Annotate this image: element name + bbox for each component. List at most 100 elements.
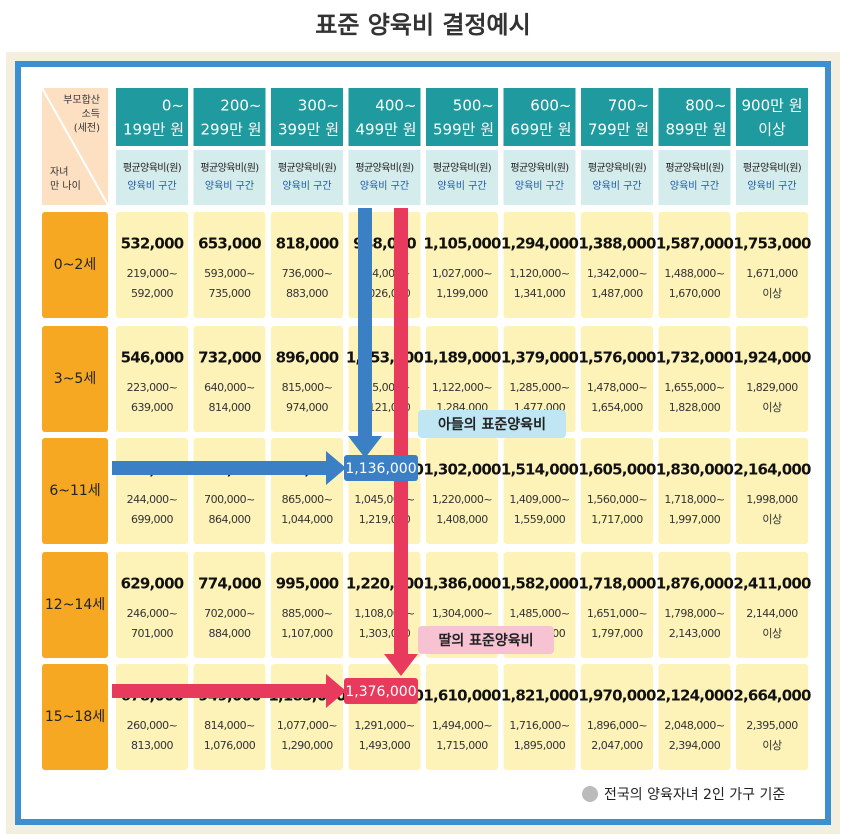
corner-top: (세전)	[74, 122, 100, 134]
corner-bottom: 자녀	[50, 166, 68, 178]
corner-top: 부모합산	[63, 94, 100, 106]
daughter-highlight	[344, 678, 418, 704]
average: 532,000	[121, 235, 184, 253]
average: 2,164,000	[733, 461, 811, 479]
range-high: 2,143,000	[669, 627, 721, 640]
column-subheader	[503, 150, 576, 205]
range-low: 814,000~	[204, 719, 255, 732]
range-low: 1,478,000~	[587, 381, 647, 394]
daughter-arrow-head	[384, 654, 418, 676]
range-low: 1,077,000~	[277, 719, 337, 732]
average: 1,876,000	[656, 575, 734, 593]
range-high: 이상	[762, 739, 782, 752]
cell	[193, 438, 266, 544]
range-low: 1,027,000~	[432, 267, 492, 280]
cell	[193, 664, 266, 770]
range-high: 이상	[762, 513, 782, 526]
average: 1,605,000	[578, 461, 656, 479]
range-high: 1,341,000	[514, 287, 566, 300]
average: 1,924,000	[733, 349, 811, 367]
range-high: 1,717,000	[591, 513, 643, 526]
range-low: 1,409,000~	[509, 493, 569, 506]
range-high: 2,394,000	[669, 739, 721, 752]
average: 546,000	[121, 349, 184, 367]
cell	[426, 212, 498, 318]
column-label: 800~	[685, 97, 726, 115]
pen-icon	[582, 786, 598, 802]
range-low: 1,560,000~	[587, 493, 647, 506]
average: 2,411,000	[733, 575, 811, 593]
average: 653,000	[198, 235, 261, 253]
sub-label: 평균양육비(원)	[123, 162, 182, 174]
range-low: 1,671,000	[746, 267, 798, 280]
sub-label: 양육비 구간	[127, 180, 176, 192]
range-low: 260,000~	[127, 719, 178, 732]
column-header	[581, 88, 653, 146]
cell	[116, 326, 188, 432]
average: 1,189,000	[423, 349, 501, 367]
range-high: 884,000	[209, 627, 251, 640]
cell	[426, 664, 498, 770]
range-high: 이상	[762, 287, 782, 300]
cell	[426, 438, 498, 544]
row-header	[42, 212, 108, 318]
average: 1,105,000	[423, 235, 501, 253]
average: 1,753,000	[733, 235, 811, 253]
sub-label: 평균양육비(원)	[200, 162, 259, 174]
cell	[348, 438, 421, 544]
cell	[581, 326, 653, 432]
range-low: 1,998,000	[746, 493, 798, 506]
son-arrow-head	[326, 451, 346, 485]
column-label: 300~	[298, 97, 339, 115]
row-label: 3~5세	[54, 371, 96, 387]
column-header	[426, 88, 498, 146]
average: 2,124,000	[656, 687, 734, 705]
range-high: 735,000	[209, 287, 251, 300]
average: 629,000	[121, 575, 184, 593]
range-low: 640,000~	[204, 381, 255, 394]
range-low: 246,000~	[127, 607, 178, 620]
cell	[193, 326, 266, 432]
cell	[736, 664, 808, 770]
range-low: 1,485,000~	[509, 607, 569, 620]
average: 1,970,000	[578, 687, 656, 705]
son-arrow	[358, 208, 372, 438]
column-subheader	[581, 150, 653, 205]
cell	[503, 212, 576, 318]
range-low: 815,000~	[282, 381, 333, 394]
column-subheader	[271, 150, 343, 205]
footnote: 전국의 양육자녀 2인 가구 기준	[604, 787, 785, 803]
column-header	[271, 88, 343, 146]
cell	[116, 212, 188, 318]
range-high: 813,000	[131, 739, 173, 752]
range-high: 1,997,000	[669, 513, 721, 526]
column-label: 900만 원	[742, 97, 803, 115]
cell	[581, 552, 653, 658]
sub-label: 양육비 구간	[360, 180, 409, 192]
range-high: 1,290,000	[281, 739, 333, 752]
sub-label: 양육비 구간	[747, 180, 796, 192]
range-high: 864,000	[209, 513, 251, 526]
column-subheader	[193, 150, 266, 205]
range-high: 883,000	[286, 287, 328, 300]
column-subheader	[658, 150, 731, 205]
corner-bottom: 만 나이	[50, 180, 81, 192]
daughter-arrow	[394, 208, 408, 656]
range-low: 1,291,000~	[354, 719, 414, 732]
cell	[503, 664, 576, 770]
column-header	[193, 88, 266, 146]
range-low: 1,718,000~	[664, 493, 724, 506]
average: 1,386,000	[423, 575, 501, 593]
average: 1,220,000	[346, 575, 424, 593]
cell	[348, 552, 421, 658]
cell	[581, 664, 653, 770]
average: 995,000	[276, 575, 339, 593]
corner-divider	[41, 87, 109, 206]
row-header	[42, 664, 108, 770]
range-high: 1,107,000	[281, 627, 333, 640]
column-label: 200~	[220, 97, 261, 115]
son-arrow-head	[348, 436, 382, 458]
average: 1,582,000	[501, 575, 579, 593]
range-high: 2,047,000	[591, 739, 643, 752]
average: 1,294,000	[501, 235, 579, 253]
